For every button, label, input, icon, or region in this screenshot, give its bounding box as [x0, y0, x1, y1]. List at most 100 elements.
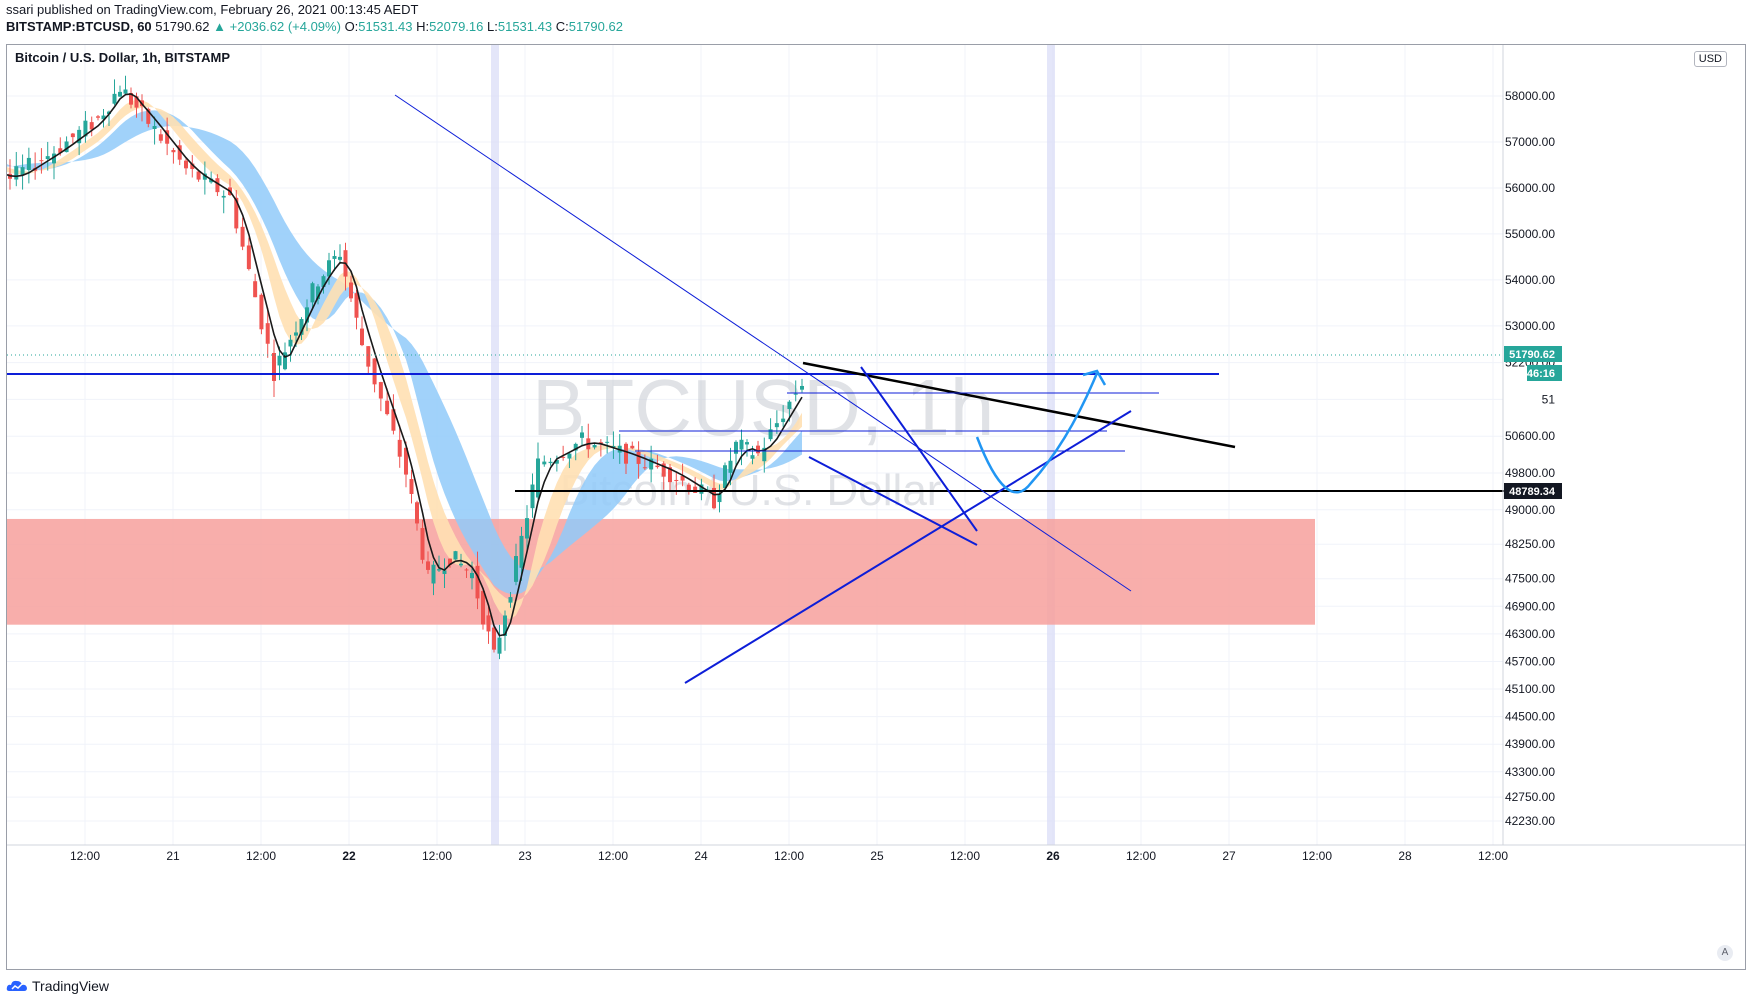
drawings[interactable] — [7, 94, 1507, 684]
candle-body — [299, 319, 304, 335]
candle-body — [259, 294, 264, 330]
candle-body — [800, 385, 804, 390]
candle-body — [448, 558, 452, 565]
tradingview-logo[interactable]: TradingView — [6, 978, 109, 994]
candle-body — [605, 441, 610, 443]
time-tick: 12:00 — [774, 849, 804, 863]
time-tick: 25 — [870, 849, 884, 863]
chart-frame[interactable]: BTCUSD, 1h Bitcoin / U.S. Dollar 58000 — [6, 44, 1746, 970]
wedge-lower[interactable] — [808, 456, 978, 546]
price-axis[interactable]: 58000.00 57000.00 56000.00 55000.00 54000.00… — [1505, 89, 1555, 828]
candle-body — [655, 465, 660, 468]
demand-zone — [7, 518, 1315, 625]
currency-button[interactable]: USD — [1693, 51, 1727, 67]
session-highlight-2 — [1047, 45, 1055, 845]
candle-body — [64, 141, 69, 153]
price-tick: 51 — [1542, 392, 1556, 406]
candle-body — [277, 355, 282, 366]
candle-body — [426, 561, 430, 570]
candle-body — [508, 597, 513, 603]
price-tick: 42230.00 — [1505, 814, 1555, 828]
candle-body — [146, 108, 151, 124]
candle-body — [717, 493, 722, 503]
ema-ribbon-blue — [7, 110, 802, 595]
price-tick: 54000.00 — [1505, 273, 1555, 287]
candle-body — [184, 160, 188, 169]
time-tick: 28 — [1398, 849, 1412, 863]
candle-body — [486, 615, 491, 632]
auto-scale-button[interactable]: A — [1717, 945, 1733, 961]
arrow-head — [1082, 369, 1107, 386]
candle-body — [442, 570, 447, 574]
candle-body — [20, 167, 25, 175]
candle-body — [611, 446, 616, 448]
triangle-upper[interactable] — [802, 361, 1236, 449]
candle-body — [327, 260, 331, 277]
candle-body — [39, 160, 44, 162]
time-tick: 12:00 — [1302, 849, 1332, 863]
price-tick: 49000.00 — [1505, 503, 1555, 517]
low-value: 51531.43 — [497, 19, 553, 34]
candle-body — [83, 120, 88, 137]
candle-body — [525, 518, 529, 539]
candle-body — [123, 89, 128, 94]
trendline-down[interactable] — [394, 94, 1132, 592]
symbol-ohlc-row: BITSTAMP:BTCUSD, 60 51790.62 ▲ +2036.62 … — [6, 19, 623, 34]
candle-body — [294, 332, 298, 336]
level-badge-text: 48789.34 — [1509, 486, 1556, 498]
candle-body — [112, 93, 117, 104]
price-chart[interactable]: BTCUSD, 1h Bitcoin / U.S. Dollar 58000 — [7, 45, 1746, 970]
chart-title: Bitcoin / U.S. Dollar, 1h, BITSTAMP — [15, 50, 231, 65]
candle-body — [561, 456, 566, 458]
publish-info: ssari published on TradingView.com, Febr… — [6, 2, 419, 17]
candle-body — [196, 171, 201, 180]
candle-body — [573, 443, 578, 451]
candle-body — [739, 439, 744, 450]
candle-body — [680, 475, 685, 481]
time-axis[interactable]: 12:00 21 12:00 22 12:00 23 12:00 24 12:00 25 12:00… — [70, 849, 1508, 863]
price-tick: 48250.00 — [1505, 537, 1555, 551]
candle-body — [437, 569, 441, 571]
candle-body — [459, 563, 463, 566]
candle-body — [624, 443, 628, 464]
candle-body — [58, 148, 63, 153]
timer-badge-text: 46:16 — [1527, 368, 1555, 380]
watermark-main: BTCUSD, 1h — [532, 363, 994, 452]
candle-body — [699, 484, 704, 494]
candle-body — [240, 226, 245, 247]
time-tick: 12:00 — [1478, 849, 1508, 863]
candle-body — [272, 353, 276, 381]
candle-body — [215, 178, 220, 193]
last-price-badge — [1504, 346, 1562, 362]
candle-body — [360, 328, 364, 346]
time-tick: 12:00 — [246, 849, 276, 863]
projection-arrow[interactable] — [975, 372, 1099, 494]
candle-body — [592, 445, 597, 448]
close-label: C: — [555, 19, 569, 34]
candle-body — [768, 429, 773, 440]
time-tick: 21 — [166, 849, 180, 863]
candle-body — [530, 484, 535, 509]
timer-badge — [1527, 365, 1562, 381]
candle-body — [283, 352, 287, 370]
candle-body — [734, 441, 738, 454]
candle-body — [774, 423, 779, 428]
candle-body — [366, 346, 371, 367]
uptrend-line[interactable] — [684, 410, 1132, 684]
symbol-label: BITSTAMP:BTCUSD, 60 — [6, 19, 152, 34]
candle-body — [354, 293, 359, 318]
wedge-upper[interactable] — [860, 366, 978, 532]
price-tick: 45700.00 — [1505, 654, 1555, 668]
price-tick: 43300.00 — [1505, 765, 1555, 779]
candle-body — [209, 178, 214, 183]
candle-body — [171, 150, 176, 153]
candle-body — [649, 458, 654, 470]
candle-body — [378, 382, 383, 399]
candle-body — [77, 129, 82, 144]
candle-body — [668, 467, 672, 483]
price-tick: 46300.00 — [1505, 627, 1555, 641]
candle-body — [686, 484, 691, 492]
candle-body — [728, 460, 733, 473]
candle-body — [332, 256, 337, 259]
candle-body — [781, 418, 786, 423]
